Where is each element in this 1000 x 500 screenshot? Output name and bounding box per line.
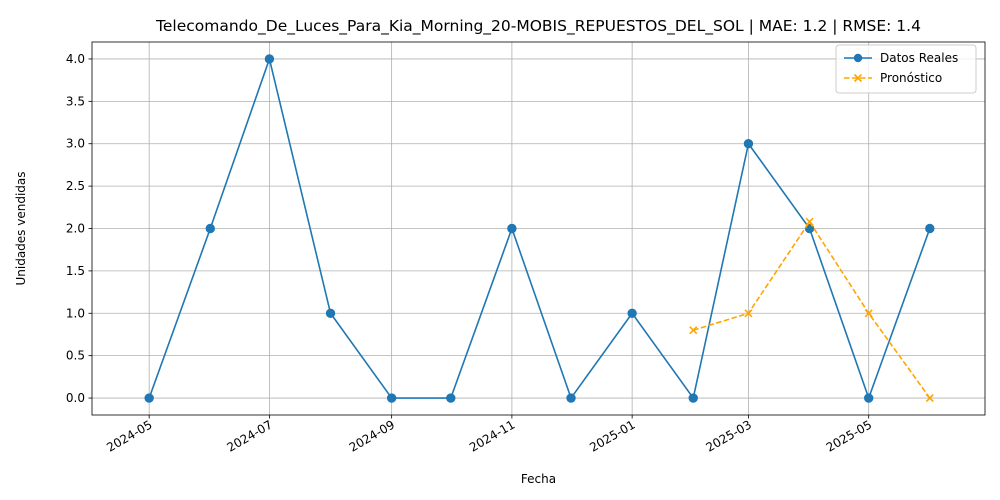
data-point [743, 139, 754, 149]
series-layer [144, 54, 935, 403]
marker-stroke [925, 393, 934, 403]
data-point [507, 223, 517, 234]
chart-title: Telecomando_De_Luces_Para_Kia_Morning_20… [155, 17, 921, 36]
legend-label: Pronóstico [880, 71, 942, 85]
y-tick-label: 1.5 [66, 264, 85, 278]
marker-stroke [689, 326, 698, 335]
y-tick-label: 0.5 [66, 349, 85, 363]
data-point [325, 308, 336, 318]
data-point [689, 326, 698, 335]
y-tick-label: 3.0 [66, 137, 85, 151]
legend-marker [853, 53, 863, 63]
x-axis-label: Fecha [521, 472, 556, 486]
series-pronostico [689, 217, 934, 403]
legend-item: Pronóstico [844, 71, 942, 85]
legend-marker [853, 73, 863, 83]
data-point [863, 393, 874, 403]
marker-stroke [744, 309, 753, 318]
legend-item: Datos Reales [844, 51, 958, 65]
y-tick-label: 2.5 [66, 179, 85, 193]
data-point [864, 309, 873, 318]
legend: Datos Reales Pronóstico [835, 44, 977, 94]
legend-items: Datos Reales Pronóstico [844, 51, 958, 85]
data-point [446, 393, 456, 403]
marker-stroke [805, 217, 814, 226]
grid-lines [92, 42, 985, 415]
data-point [925, 393, 934, 403]
data-point [805, 217, 814, 226]
y-tick-label: 4.0 [66, 52, 85, 66]
data-point [744, 309, 753, 318]
y-tick-label: 2.0 [66, 222, 85, 236]
legend-box [835, 44, 977, 94]
y-tick-label: 3.5 [66, 94, 85, 108]
y-tick-label: 0.0 [66, 391, 85, 405]
series-line [148, 56, 931, 401]
marker-stroke [864, 309, 873, 318]
data-point [264, 54, 275, 64]
data-point [925, 223, 935, 234]
series-datos-reales [144, 54, 935, 403]
data-point [688, 393, 698, 403]
y-axis-label: Unidades vendidas [14, 171, 28, 285]
y-tick-label: 1.0 [66, 306, 85, 320]
data-point [144, 393, 154, 403]
data-point [566, 393, 576, 403]
data-point [627, 308, 637, 318]
data-point [205, 223, 215, 234]
legend-label: Datos Reales [880, 51, 958, 65]
data-point [386, 393, 397, 403]
